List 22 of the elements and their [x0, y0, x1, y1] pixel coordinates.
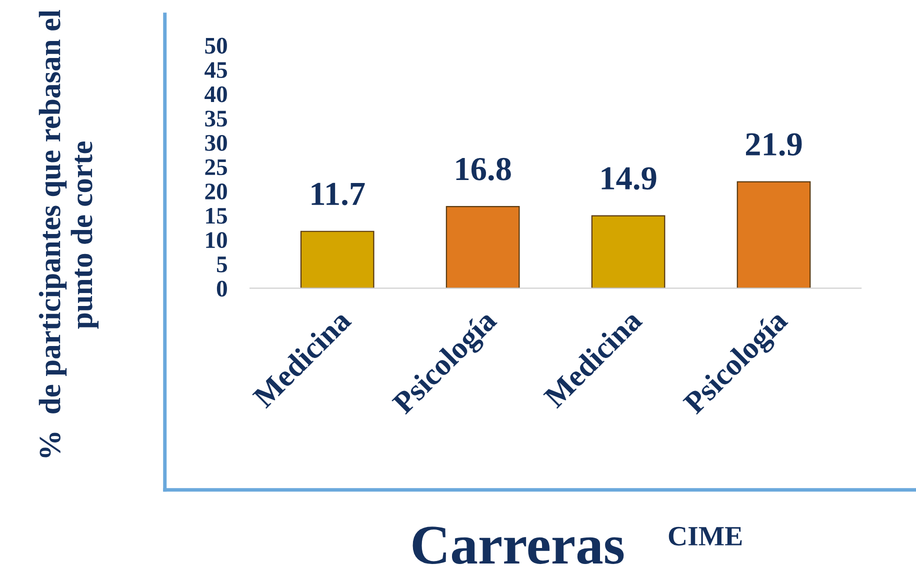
y-tick-label: 10 [206, 232, 227, 248]
bar [736, 181, 811, 288]
data-label: 11.7 [312, 182, 365, 206]
y-tick-label: 15 [206, 208, 227, 224]
y-tick-label: 45 [204, 62, 227, 78]
y-tick-label: 30 [205, 134, 227, 151]
x-axis-title: Carreras [412, 526, 624, 564]
y-tick-label: 20 [205, 184, 227, 200]
y-tick-label: 40 [204, 86, 227, 102]
text: CIME [668, 526, 742, 546]
bar [300, 230, 374, 288]
y-tick-label: 0 [216, 280, 227, 297]
y-tick-label: 35 [205, 110, 227, 127]
bar [446, 206, 520, 288]
y-tick-label: 5 [216, 256, 227, 272]
y-tick-label: 25 [205, 159, 227, 176]
data-label: 14.9 [602, 167, 656, 190]
y-tick-label: 50 [205, 38, 227, 54]
data-label: 21.9 [746, 133, 802, 156]
y-axis-title: % de participantes que rebasan el punto de corte [38, 10, 99, 458]
data-label: 16.8 [456, 158, 511, 181]
bar [591, 215, 666, 288]
